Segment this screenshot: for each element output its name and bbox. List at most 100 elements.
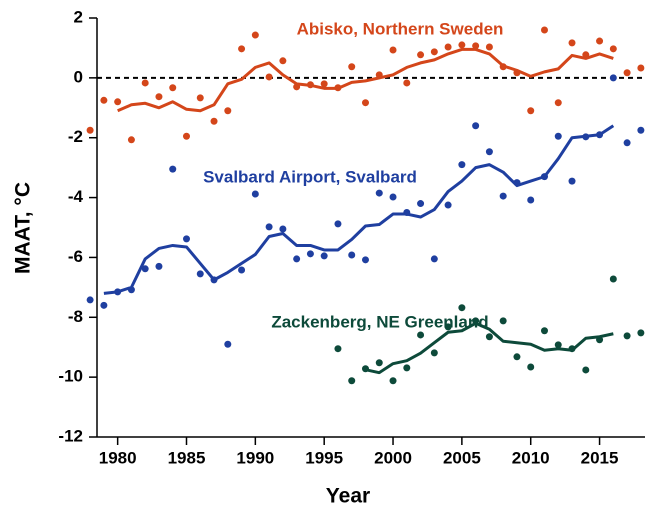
data-point <box>238 45 246 53</box>
data-point <box>527 196 535 204</box>
smoothed-line <box>365 321 614 375</box>
data-point <box>458 304 466 312</box>
x-tick-label: 1980 <box>99 448 137 467</box>
data-point <box>609 74 617 82</box>
data-point <box>623 332 631 340</box>
data-point <box>361 256 369 264</box>
data-point <box>554 341 562 349</box>
data-point <box>141 79 149 87</box>
data-point <box>265 73 273 81</box>
data-point <box>568 39 576 47</box>
x-tick-label: 2015 <box>581 448 619 467</box>
data-point <box>279 225 287 233</box>
data-point <box>417 51 425 59</box>
data-point <box>554 99 562 107</box>
data-point <box>169 84 177 92</box>
data-point <box>527 363 535 371</box>
x-axis-label: Year <box>326 485 370 508</box>
data-point <box>155 93 163 101</box>
data-point <box>499 317 507 325</box>
data-point <box>485 333 493 341</box>
series-label: Zackenberg, NE Greenland <box>271 312 488 331</box>
data-point <box>320 80 328 88</box>
smoothed-line <box>117 47 614 113</box>
data-point <box>472 42 480 50</box>
data-point <box>540 327 548 335</box>
y-tick-label: -10 <box>58 367 83 386</box>
data-point <box>127 136 135 144</box>
data-point <box>458 161 466 169</box>
data-point <box>389 377 397 385</box>
data-point <box>485 148 493 156</box>
y-tick-label: -6 <box>68 247 83 266</box>
data-point <box>320 252 328 260</box>
data-point <box>238 266 246 274</box>
data-point <box>155 262 163 270</box>
data-point <box>114 98 122 106</box>
data-point <box>513 353 521 361</box>
y-axis-label: MAAT, °C <box>12 182 35 274</box>
data-point <box>265 223 273 231</box>
data-point <box>196 94 204 102</box>
data-point <box>444 323 452 331</box>
data-point <box>417 331 425 339</box>
y-tick-label: -8 <box>68 307 83 326</box>
data-point <box>444 201 452 209</box>
data-point <box>348 63 356 71</box>
data-point <box>169 165 177 173</box>
x-tick-label: 2005 <box>443 448 481 467</box>
data-point <box>417 200 425 208</box>
x-tick-label: 1995 <box>305 448 343 467</box>
data-point <box>596 37 604 45</box>
data-point <box>251 31 259 39</box>
data-point <box>389 193 397 201</box>
data-point <box>430 255 438 263</box>
data-point <box>224 340 232 348</box>
data-point <box>472 122 480 130</box>
y-tick-label: 2 <box>74 7 83 26</box>
data-point <box>251 190 259 198</box>
data-point <box>637 126 645 134</box>
y-tick-label: 0 <box>74 67 83 86</box>
data-point <box>210 117 218 125</box>
data-point <box>86 126 94 134</box>
data-point <box>196 270 204 278</box>
data-point <box>100 301 108 309</box>
y-tick-label: -4 <box>68 187 84 206</box>
data-point <box>403 364 411 372</box>
x-tick-label: 2000 <box>374 448 412 467</box>
data-point <box>540 26 548 34</box>
data-point <box>389 46 397 54</box>
data-point <box>444 43 452 51</box>
data-point <box>637 64 645 72</box>
y-tick-label: -2 <box>68 127 83 146</box>
data-point <box>637 329 645 337</box>
smoothed-line <box>103 124 615 295</box>
data-point <box>86 296 94 304</box>
data-point <box>334 220 342 228</box>
data-point <box>348 251 356 259</box>
data-point <box>527 107 535 115</box>
data-point <box>306 250 314 258</box>
y-tick-label: -12 <box>58 426 83 445</box>
data-point <box>609 45 617 53</box>
data-point <box>100 96 108 104</box>
data-point <box>623 69 631 77</box>
data-point <box>224 107 232 115</box>
series-label: Abisko, Northern Sweden <box>297 19 504 38</box>
data-point <box>334 345 342 353</box>
series-label: Svalbard Airport, Svalbard <box>203 167 417 186</box>
data-point <box>582 366 590 374</box>
data-point <box>499 192 507 200</box>
data-point <box>609 275 617 283</box>
data-point <box>430 349 438 357</box>
data-point <box>430 48 438 56</box>
data-point <box>568 177 576 185</box>
data-point <box>458 41 466 49</box>
data-point <box>348 377 356 385</box>
data-point <box>375 189 383 197</box>
data-point <box>554 132 562 140</box>
data-point <box>375 359 383 367</box>
data-point <box>403 79 411 87</box>
